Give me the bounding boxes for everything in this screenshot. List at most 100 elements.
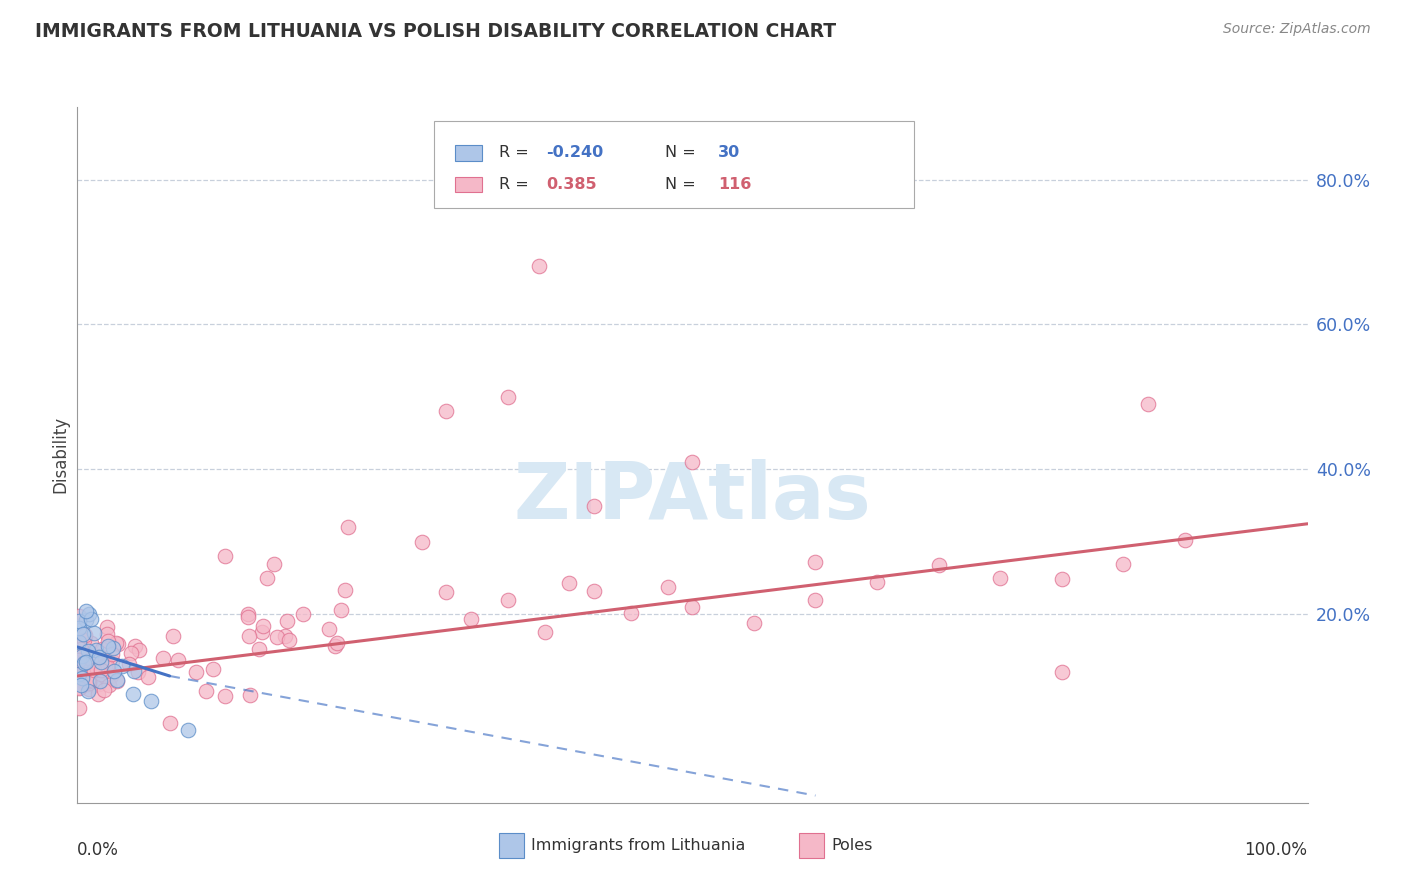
- Point: [91, 641, 114, 656]
- Point: [76, 684, 98, 698]
- Text: 116: 116: [718, 177, 752, 192]
- Point: [460, 611, 482, 625]
- Point: [124, 640, 146, 654]
- Point: [496, 593, 519, 607]
- Point: [75, 613, 97, 627]
- Point: [583, 499, 606, 513]
- Point: [67, 652, 90, 666]
- Point: [866, 575, 889, 590]
- Point: [318, 623, 340, 637]
- Point: [89, 648, 111, 663]
- Point: [118, 657, 141, 671]
- Point: [75, 655, 97, 669]
- Point: [67, 701, 90, 715]
- Point: [67, 635, 90, 649]
- Text: R =: R =: [499, 177, 534, 192]
- Point: [804, 592, 827, 607]
- Point: [1136, 397, 1159, 411]
- Point: [72, 674, 94, 689]
- Y-axis label: Disability: Disability: [51, 417, 69, 493]
- Point: [94, 658, 117, 673]
- Point: [201, 662, 224, 676]
- Point: [69, 667, 91, 681]
- Point: [162, 630, 184, 644]
- Point: [337, 520, 360, 534]
- Point: [166, 652, 188, 666]
- Point: [657, 580, 679, 594]
- Point: [101, 654, 124, 668]
- Point: [77, 681, 100, 696]
- Point: [122, 664, 145, 678]
- Text: 0.385: 0.385: [546, 177, 596, 192]
- Point: [67, 681, 90, 696]
- Point: [136, 670, 159, 684]
- Text: Source: ZipAtlas.com: Source: ZipAtlas.com: [1223, 22, 1371, 37]
- Point: [77, 667, 100, 681]
- Point: [90, 666, 112, 681]
- Point: [83, 664, 105, 678]
- Point: [292, 607, 315, 621]
- Point: [87, 677, 110, 691]
- Point: [238, 629, 260, 643]
- Text: Poles: Poles: [831, 838, 872, 853]
- Point: [96, 627, 118, 641]
- Point: [236, 609, 259, 624]
- Point: [742, 616, 765, 631]
- Point: [73, 665, 96, 680]
- Text: N =: N =: [665, 145, 702, 161]
- Point: [83, 678, 105, 692]
- Point: [335, 583, 357, 598]
- Point: [103, 665, 125, 679]
- Point: [80, 652, 103, 666]
- Point: [80, 636, 103, 650]
- Point: [928, 558, 950, 572]
- Point: [127, 665, 149, 680]
- Point: [73, 632, 96, 647]
- Point: [89, 668, 111, 682]
- Point: [76, 668, 98, 682]
- Point: [128, 642, 150, 657]
- Point: [276, 614, 298, 628]
- Point: [121, 687, 143, 701]
- Point: [110, 659, 132, 673]
- Point: [1174, 533, 1197, 547]
- Point: [87, 687, 110, 701]
- Point: [496, 390, 519, 404]
- Point: [534, 625, 557, 640]
- Point: [67, 614, 90, 628]
- Point: [83, 626, 105, 640]
- Point: [72, 626, 94, 640]
- Point: [100, 647, 122, 661]
- Text: R =: R =: [499, 145, 534, 161]
- Point: [76, 673, 98, 687]
- Point: [266, 630, 288, 644]
- Point: [77, 676, 100, 690]
- Point: [86, 662, 108, 676]
- Point: [804, 555, 827, 569]
- Text: 0.0%: 0.0%: [77, 841, 120, 859]
- Point: [583, 584, 606, 599]
- Text: N =: N =: [665, 177, 702, 192]
- Point: [252, 619, 274, 633]
- Point: [69, 642, 91, 657]
- Point: [238, 607, 260, 621]
- Point: [79, 648, 101, 662]
- Point: [250, 625, 273, 640]
- Point: [436, 585, 458, 599]
- Point: [263, 557, 285, 571]
- Point: [97, 639, 120, 653]
- Point: [67, 608, 90, 623]
- Point: [67, 665, 90, 679]
- Point: [620, 607, 643, 621]
- Point: [69, 681, 91, 695]
- Text: -0.240: -0.240: [546, 145, 603, 161]
- Point: [69, 648, 91, 663]
- Point: [75, 604, 97, 618]
- Point: [89, 649, 111, 664]
- Point: [988, 571, 1011, 585]
- Point: [214, 549, 236, 564]
- Point: [90, 655, 112, 669]
- Point: [1050, 572, 1073, 586]
- Point: [73, 653, 96, 667]
- Point: [77, 607, 100, 621]
